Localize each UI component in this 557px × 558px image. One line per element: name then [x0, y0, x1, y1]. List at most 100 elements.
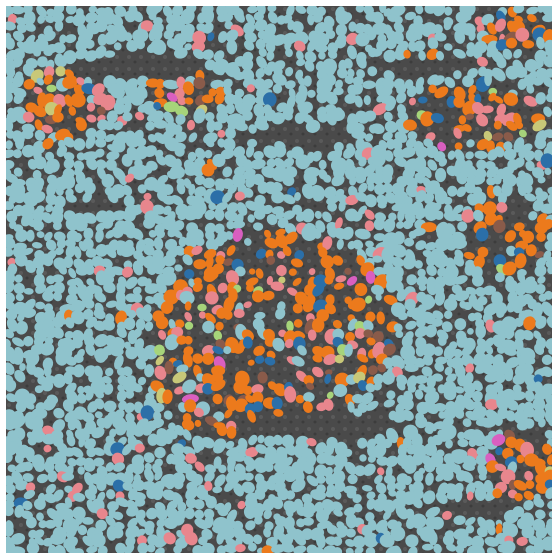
stroma-cell: [372, 173, 385, 185]
stroma-cell: [81, 516, 94, 525]
tumor-cell: [324, 275, 334, 285]
brown-cell: [324, 369, 333, 376]
stroma-cell: [497, 407, 509, 420]
stroma-cell: [73, 246, 82, 259]
stroma-cell: [495, 372, 506, 384]
stroma-cell: [457, 373, 468, 387]
stroma-cell: [144, 283, 160, 294]
stroma-cell: [6, 393, 17, 403]
stroma-cell: [472, 45, 483, 59]
stroma-cell: [104, 30, 119, 45]
blue-cell: [254, 355, 265, 364]
stroma-cell: [502, 522, 519, 538]
stroma-cell: [407, 546, 418, 553]
stroma-cell: [542, 6, 552, 17]
stroma-cell: [462, 462, 475, 471]
stroma-cell: [63, 255, 74, 268]
stroma-cell: [347, 45, 357, 60]
tumor-cell: [293, 330, 306, 340]
olive-cell: [483, 130, 493, 141]
stroma-cell: [114, 354, 124, 370]
stroma-cell: [156, 154, 167, 166]
stroma-cell: [25, 229, 35, 242]
stroma-cell: [528, 211, 538, 221]
blue-cell: [312, 283, 325, 297]
green-cell: [197, 303, 207, 312]
stroma-cell: [515, 66, 528, 79]
stroma-cell: [410, 513, 427, 529]
stroma-cell: [115, 424, 127, 436]
stroma-cell: [444, 366, 453, 376]
stroma-cell: [53, 291, 63, 302]
stroma-cell: [454, 386, 465, 394]
stroma-cell: [226, 202, 239, 214]
tumor-cell: [376, 311, 385, 325]
stroma-cell: [86, 157, 98, 170]
stroma-cell: [146, 543, 156, 553]
tumor-cell: [212, 263, 224, 275]
stroma-cell: [217, 138, 226, 148]
stroma-cell: [535, 191, 549, 202]
brown-cell: [363, 329, 373, 338]
stroma-cell: [404, 298, 416, 311]
stroma-cell: [236, 202, 248, 216]
stroma-cell: [383, 49, 397, 63]
olive-cell: [55, 66, 66, 77]
stroma-cell: [373, 373, 384, 386]
stroma-cell: [382, 173, 393, 184]
stroma-cell: [485, 337, 495, 348]
tumor-cell: [334, 372, 350, 388]
stroma-cell: [316, 91, 328, 104]
stroma-cell: [373, 233, 386, 242]
stroma-cell: [542, 76, 552, 88]
stroma-cell: [83, 227, 94, 240]
stroma-cell: [414, 260, 423, 269]
stroma-cell: [52, 274, 64, 283]
stroma-cell: [455, 544, 465, 553]
stroma-cell: [44, 460, 55, 474]
tumor-cell: [202, 352, 215, 365]
stroma-cell: [125, 346, 139, 360]
green-cell: [175, 105, 189, 117]
stroma-cell: [452, 238, 468, 250]
stroma-cell: [397, 208, 405, 222]
stroma-cell: [164, 238, 178, 251]
stroma-cell: [404, 11, 417, 21]
stroma-cell: [131, 383, 143, 393]
stroma-cell: [382, 85, 393, 96]
stroma-cell: [95, 353, 106, 363]
tumor-cell: [181, 419, 195, 431]
stroma-cell: [534, 49, 547, 63]
stroma-cell: [522, 172, 534, 186]
stroma-cell: [6, 280, 15, 294]
stroma-cell: [32, 182, 44, 195]
stroma-cell: [6, 317, 18, 332]
stroma-cell: [10, 6, 25, 15]
stroma-cell: [302, 208, 315, 223]
stroma-cell: [162, 6, 173, 18]
stroma-cell: [224, 210, 238, 222]
tumor-cell: [251, 391, 264, 404]
brown-cell: [491, 132, 504, 142]
stroma-cell: [225, 127, 236, 139]
stroma-cell: [107, 191, 119, 204]
stroma-cell: [154, 547, 165, 553]
stroma-cell: [291, 478, 306, 493]
tumor-cell: [42, 138, 54, 150]
pink-cell: [312, 366, 324, 378]
tumor-cell: [333, 282, 345, 290]
stroma-cell: [406, 274, 418, 286]
pink-cell: [322, 236, 333, 251]
stroma-cell: [352, 239, 364, 250]
stroma-cell: [165, 479, 175, 490]
stroma-cell: [305, 119, 321, 133]
stroma-cell: [174, 264, 183, 272]
stroma-cell: [503, 347, 517, 356]
stroma-cell: [254, 311, 266, 320]
stroma-cell: [313, 190, 325, 202]
stroma-cell: [304, 60, 315, 72]
stroma-cell: [135, 39, 146, 50]
stroma-cell: [355, 32, 370, 47]
tumor-cell: [527, 14, 537, 23]
stroma-cell: [462, 397, 476, 411]
